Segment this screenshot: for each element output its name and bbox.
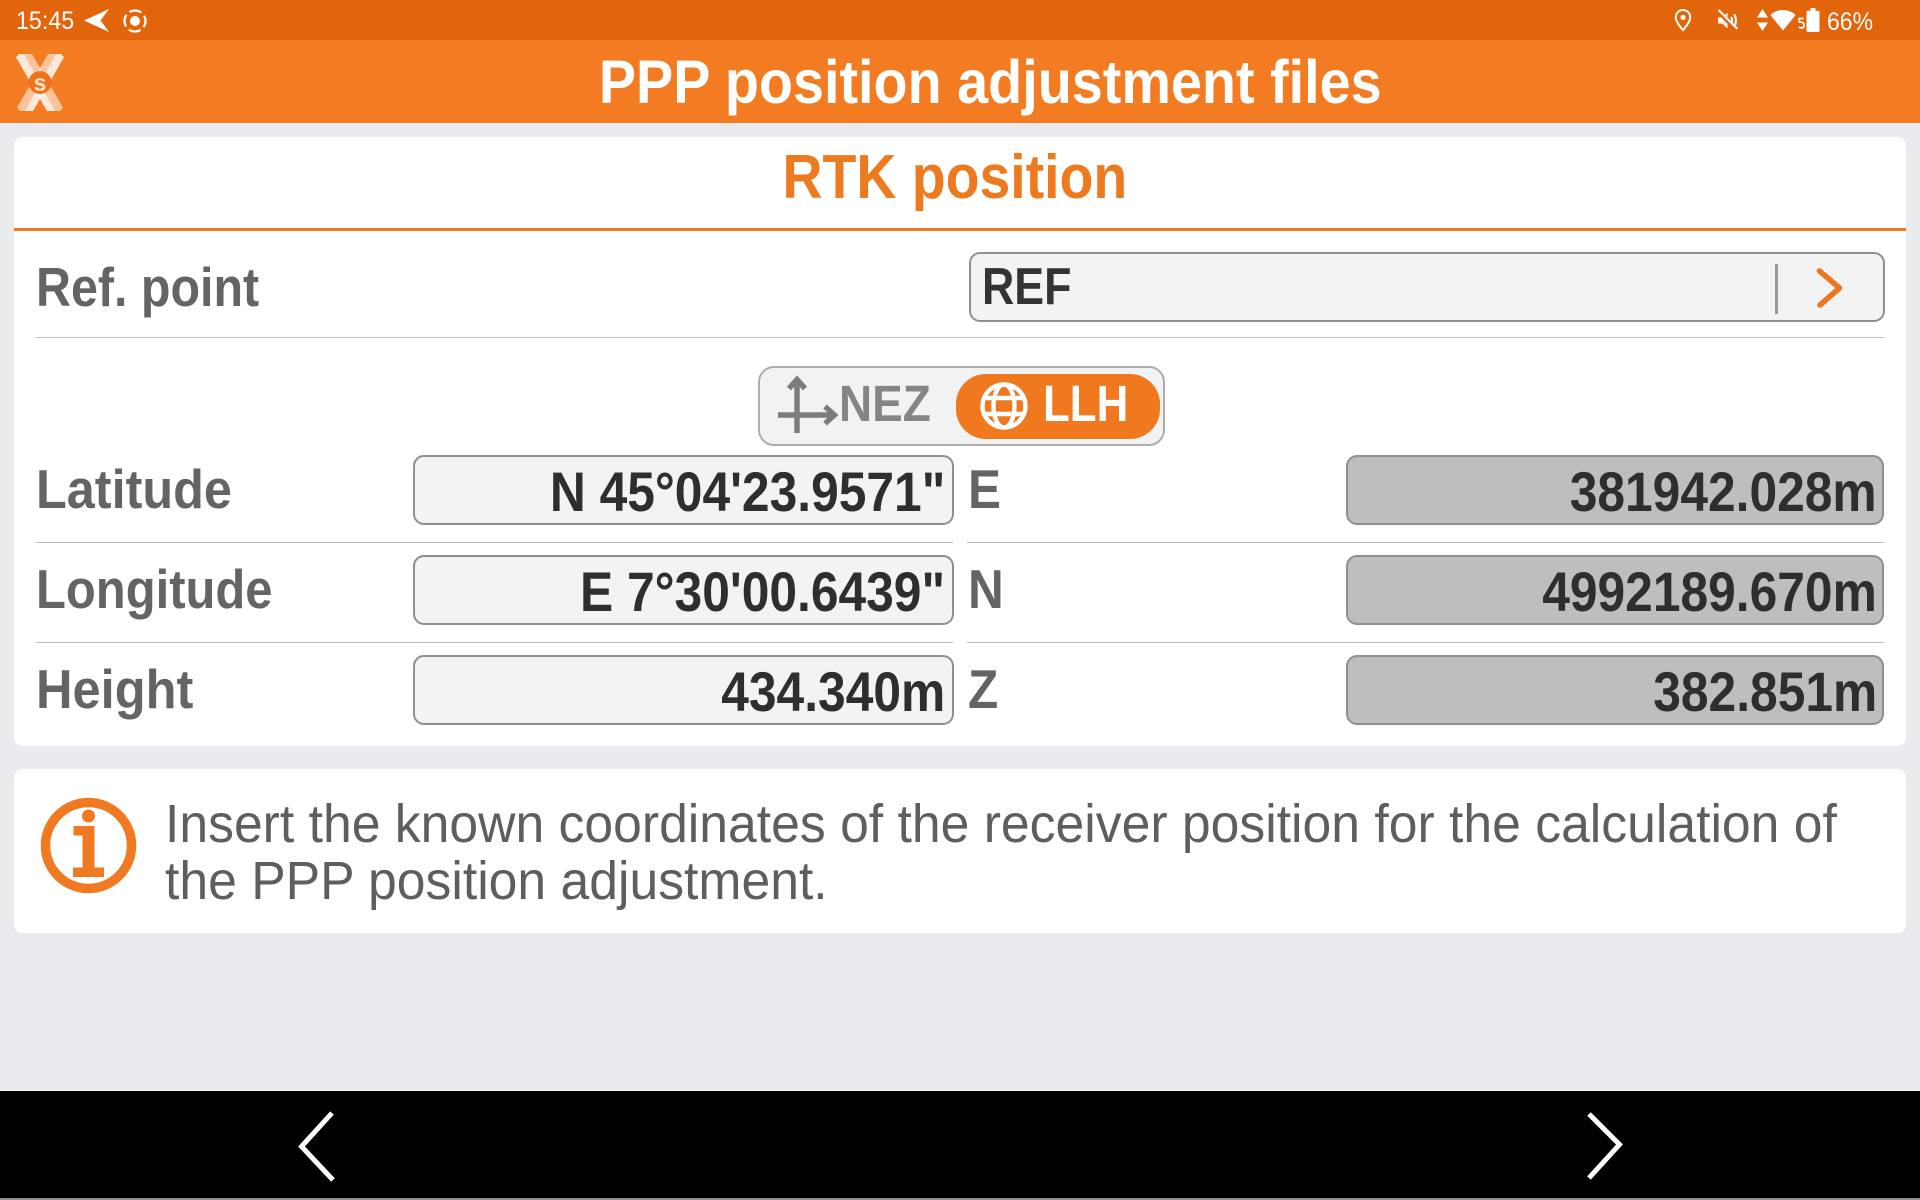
svg-text:s: s [34, 70, 47, 96]
